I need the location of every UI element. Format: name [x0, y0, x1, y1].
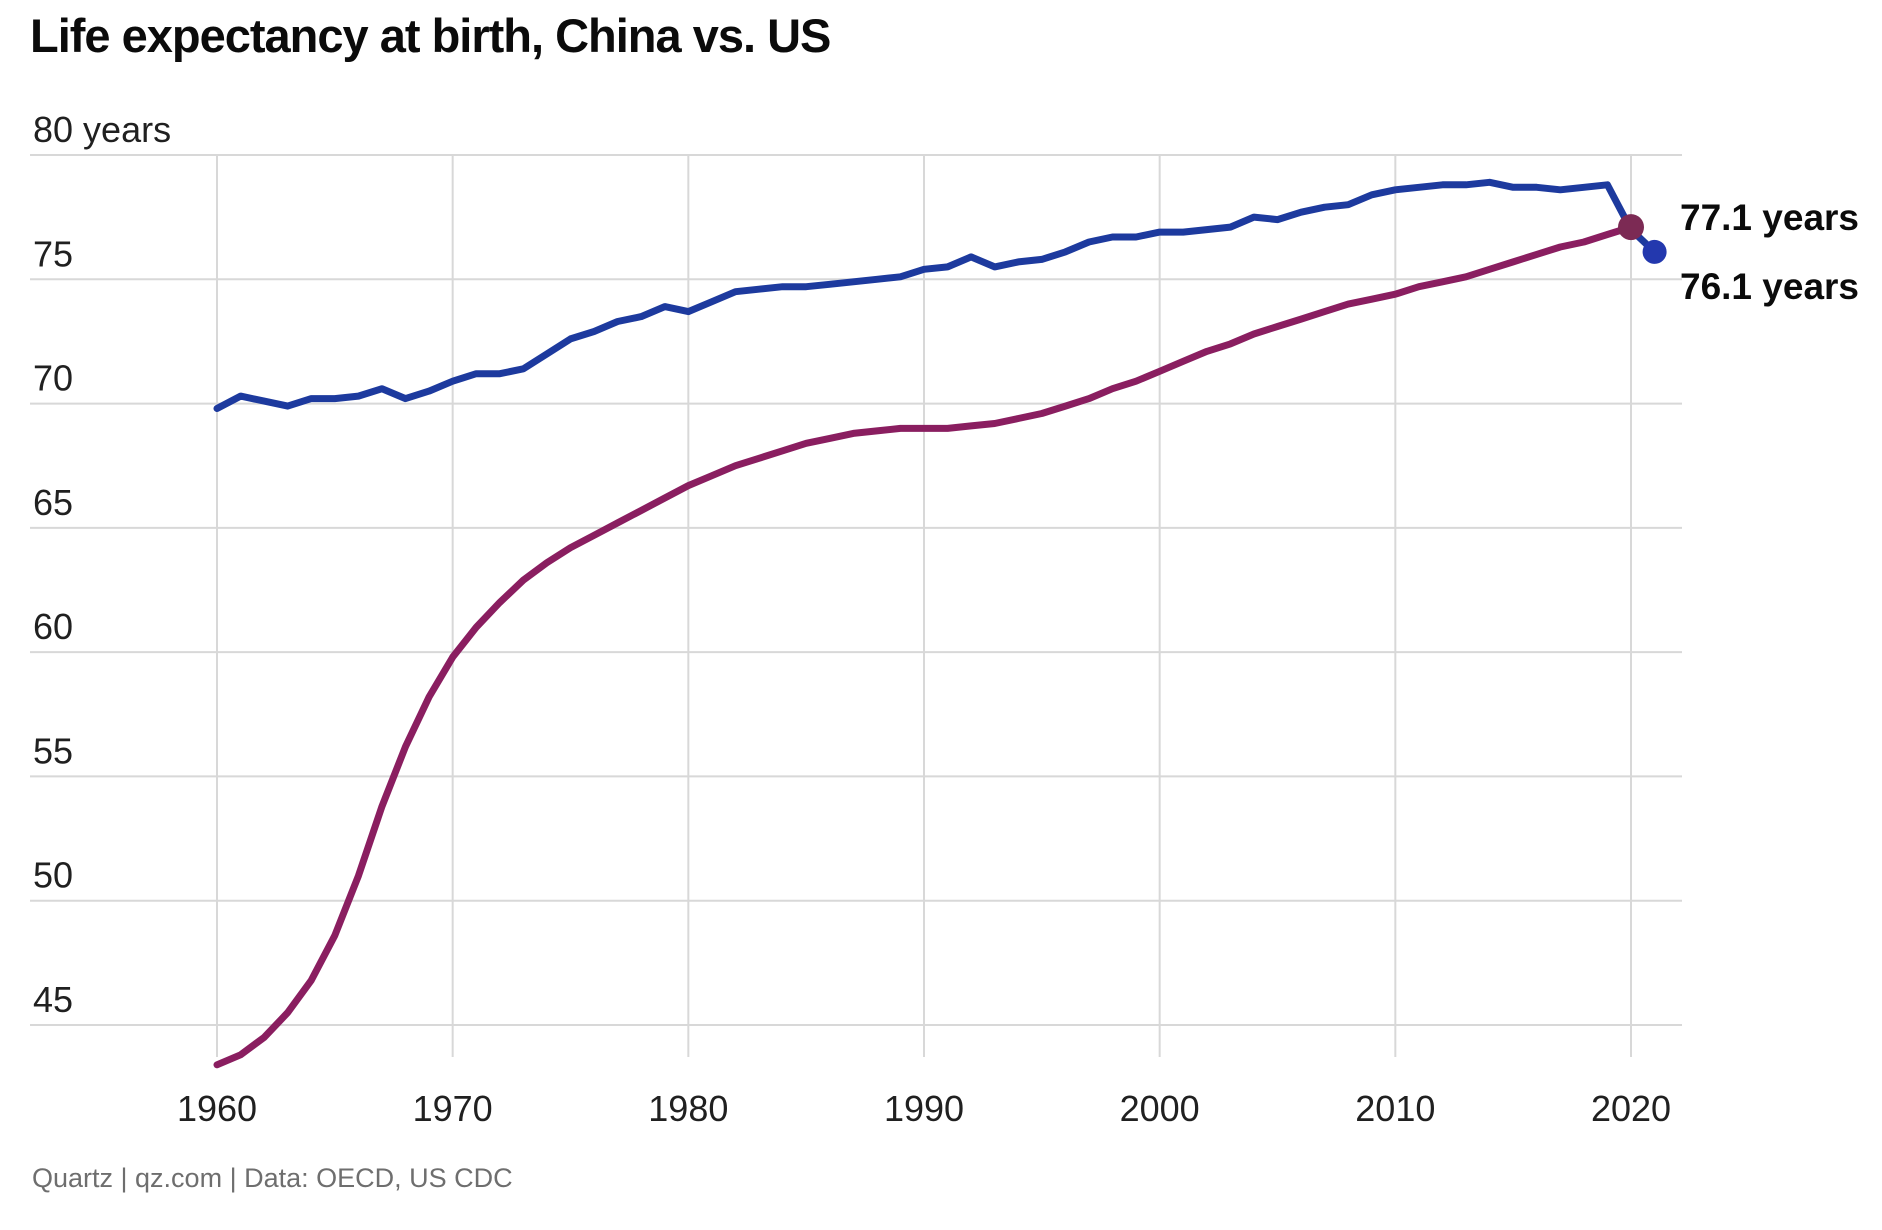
us-end-label: 76.1 years: [1680, 266, 1860, 307]
y-tick-label: 80 years: [33, 109, 171, 150]
chart-title: Life expectancy at birth, China vs. US: [30, 9, 831, 62]
x-tick-label: 1970: [413, 1088, 493, 1129]
y-tick-label: 45: [33, 979, 73, 1020]
china-end-label: 77.1 years: [1680, 197, 1860, 238]
y-tick-label: 70: [33, 358, 73, 399]
x-tick-label: 2010: [1355, 1088, 1435, 1129]
x-tick-label: 1980: [648, 1088, 728, 1129]
china-line: [213, 223, 1635, 1069]
x-tick-label: 2000: [1120, 1088, 1200, 1129]
y-tick-label: 75: [33, 233, 73, 274]
source-credit: Quartz | qz.com | Data: OECD, US CDC: [32, 1163, 513, 1193]
us-endpoint-dot: [1642, 239, 1667, 264]
x-tick-label: 1960: [177, 1088, 257, 1129]
china-endpoint-dot: [1618, 214, 1644, 241]
y-tick-label: 55: [33, 730, 73, 771]
us-line: [213, 178, 1659, 412]
y-tick-label: 65: [33, 482, 73, 523]
y-tick-label: 60: [33, 606, 73, 647]
y-tick-label: 50: [33, 855, 73, 896]
x-tick-label: 2020: [1591, 1088, 1671, 1129]
x-tick-label: 1990: [884, 1088, 964, 1129]
